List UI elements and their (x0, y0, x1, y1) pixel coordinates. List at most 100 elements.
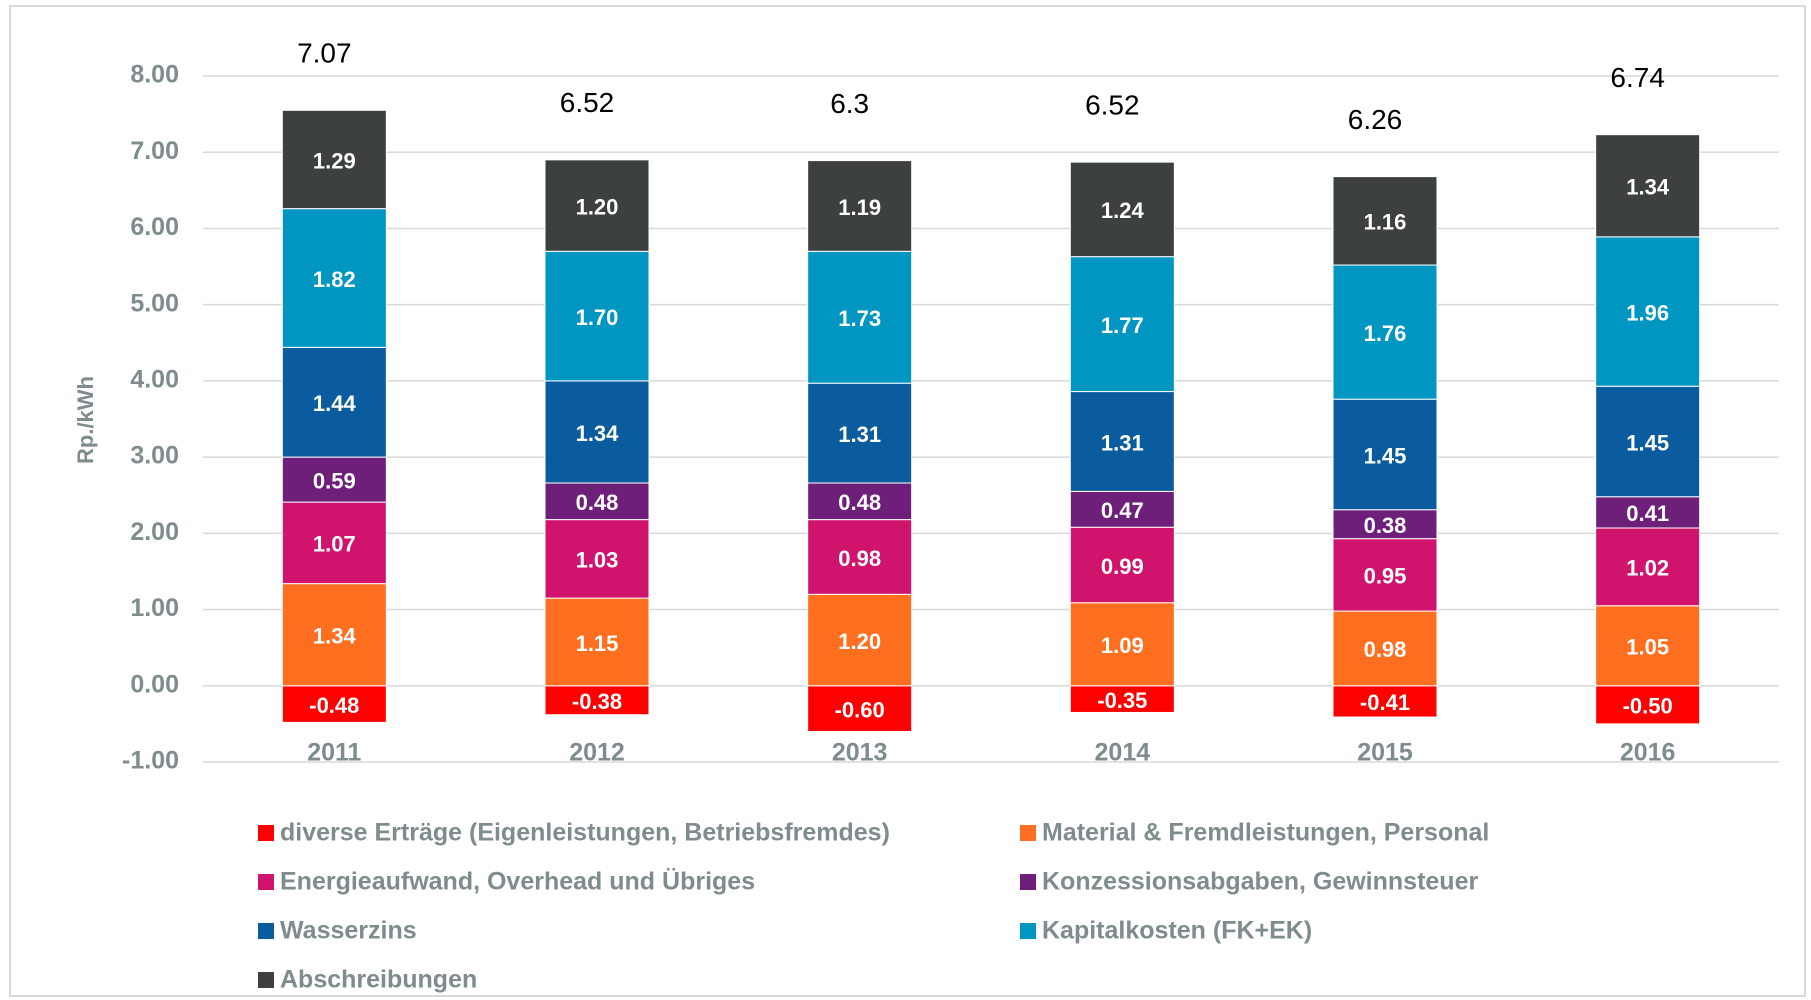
bar-segment (1595, 685, 1701, 725)
legend-label: diverse Erträge (Eigenleistungen, Betrie… (280, 819, 890, 847)
data-label: 1.44 (313, 391, 357, 416)
data-label: 1.76 (1364, 321, 1407, 346)
y-axis-label: Rp./kWh (73, 376, 98, 464)
bar-segment (544, 519, 650, 599)
data-label: 0.95 (1364, 564, 1407, 589)
data-label: -0.41 (1360, 690, 1410, 715)
x-tick-label: 2015 (1357, 739, 1413, 767)
bar-segment (281, 583, 387, 687)
bar-segment (1069, 685, 1175, 713)
bar-segment (281, 346, 387, 458)
data-label: 1.45 (1364, 443, 1407, 468)
bar-segment (544, 380, 650, 484)
y-tick-label: 8.00 (130, 61, 179, 89)
data-label: 0.48 (838, 490, 881, 515)
bar-segment (281, 208, 387, 348)
bar-segment (807, 382, 913, 484)
legend-swatch (258, 825, 274, 841)
data-label: -0.35 (1097, 688, 1147, 713)
y-tick-label: 3.00 (130, 442, 179, 470)
bar-segment (1595, 385, 1701, 498)
legend-label: Material & Fremdleistungen, Personal (1042, 819, 1489, 847)
x-tick-label: 2016 (1620, 739, 1676, 767)
y-tick-label: 1.00 (130, 594, 179, 622)
y-tick-label: 4.00 (130, 365, 179, 393)
legend-swatch (258, 972, 274, 988)
data-label: 1.20 (576, 194, 619, 219)
data-label: 1.03 (576, 548, 619, 573)
bar-segment (544, 482, 650, 521)
bar-segment (1069, 602, 1175, 687)
bar-segment (1332, 398, 1438, 511)
data-label: 1.15 (576, 631, 619, 656)
bar-segment (1069, 391, 1175, 492)
total-label: 6.3 (830, 88, 869, 119)
data-label: 0.47 (1101, 498, 1144, 523)
y-tick-label: -1.00 (122, 747, 179, 775)
legend-swatch (1020, 923, 1036, 939)
y-tick-label: 2.00 (130, 518, 179, 546)
x-tick-label: 2011 (307, 739, 361, 767)
legend-swatch (258, 874, 274, 890)
bar-segment (1332, 610, 1438, 687)
data-label: 1.24 (1101, 198, 1145, 223)
data-label: 0.41 (1626, 501, 1669, 526)
y-tick-label: 6.00 (130, 213, 179, 241)
data-label: 1.09 (1101, 633, 1144, 658)
data-label: 1.73 (838, 306, 881, 331)
total-label: 7.07 (297, 38, 352, 69)
data-label: 1.20 (838, 629, 881, 654)
legend-label: Kapitalkosten (FK+EK) (1042, 917, 1312, 945)
bar-segment (281, 685, 387, 723)
data-label: 1.70 (576, 305, 619, 330)
bar-segment (1595, 527, 1701, 607)
legend-swatch (258, 923, 274, 939)
legend-label: Wasserzins (280, 917, 417, 945)
data-label: -0.50 (1623, 694, 1673, 719)
data-label: 0.38 (1364, 513, 1407, 538)
bar-segment (807, 685, 913, 733)
y-tick-label: 5.00 (130, 289, 179, 317)
legend-swatch (1020, 825, 1036, 841)
bar-segment (1332, 264, 1438, 400)
bar-segment (1595, 134, 1701, 238)
data-label: 1.02 (1626, 556, 1669, 581)
data-label: 1.16 (1364, 210, 1407, 235)
data-label: 1.34 (313, 624, 357, 649)
data-label: 0.48 (576, 490, 619, 515)
bar-segment (281, 109, 387, 210)
data-label: 0.99 (1101, 554, 1144, 579)
bar-segment (807, 250, 913, 384)
bar-segment (1332, 685, 1438, 718)
data-label: -0.38 (572, 689, 622, 714)
total-label: 6.74 (1610, 62, 1665, 93)
total-label: 6.52 (1085, 90, 1140, 121)
data-label: 1.29 (313, 148, 356, 173)
data-label: 0.59 (313, 468, 356, 493)
bar-segment (1069, 256, 1175, 393)
total-label: 6.26 (1348, 104, 1403, 135)
bar-segment (544, 597, 650, 687)
data-label: 1.31 (1101, 430, 1144, 455)
bar-segment (281, 456, 387, 503)
data-label: 1.31 (838, 422, 881, 447)
data-label: 1.96 (1626, 300, 1669, 325)
x-tick-label: 2012 (569, 739, 625, 767)
y-tick-label: 0.00 (130, 670, 179, 698)
data-label: 1.45 (1626, 430, 1669, 455)
bar-segment (544, 685, 650, 716)
x-tick-label: 2013 (832, 739, 888, 767)
data-label: 1.34 (1626, 175, 1670, 200)
x-tick-label: 2014 (1095, 739, 1151, 767)
bar-segment (1332, 538, 1438, 612)
bar-segment (1595, 236, 1701, 387)
legend-label: Abschreibungen (280, 966, 477, 994)
data-label: 1.19 (838, 195, 881, 220)
legend-label: Energieaufwand, Overhead und Übriges (280, 867, 755, 896)
bar-segment (1069, 161, 1175, 258)
bar-segment (807, 160, 913, 252)
data-label: 1.07 (313, 532, 356, 557)
data-label: 1.05 (1626, 635, 1669, 660)
data-label: 1.77 (1101, 313, 1144, 338)
